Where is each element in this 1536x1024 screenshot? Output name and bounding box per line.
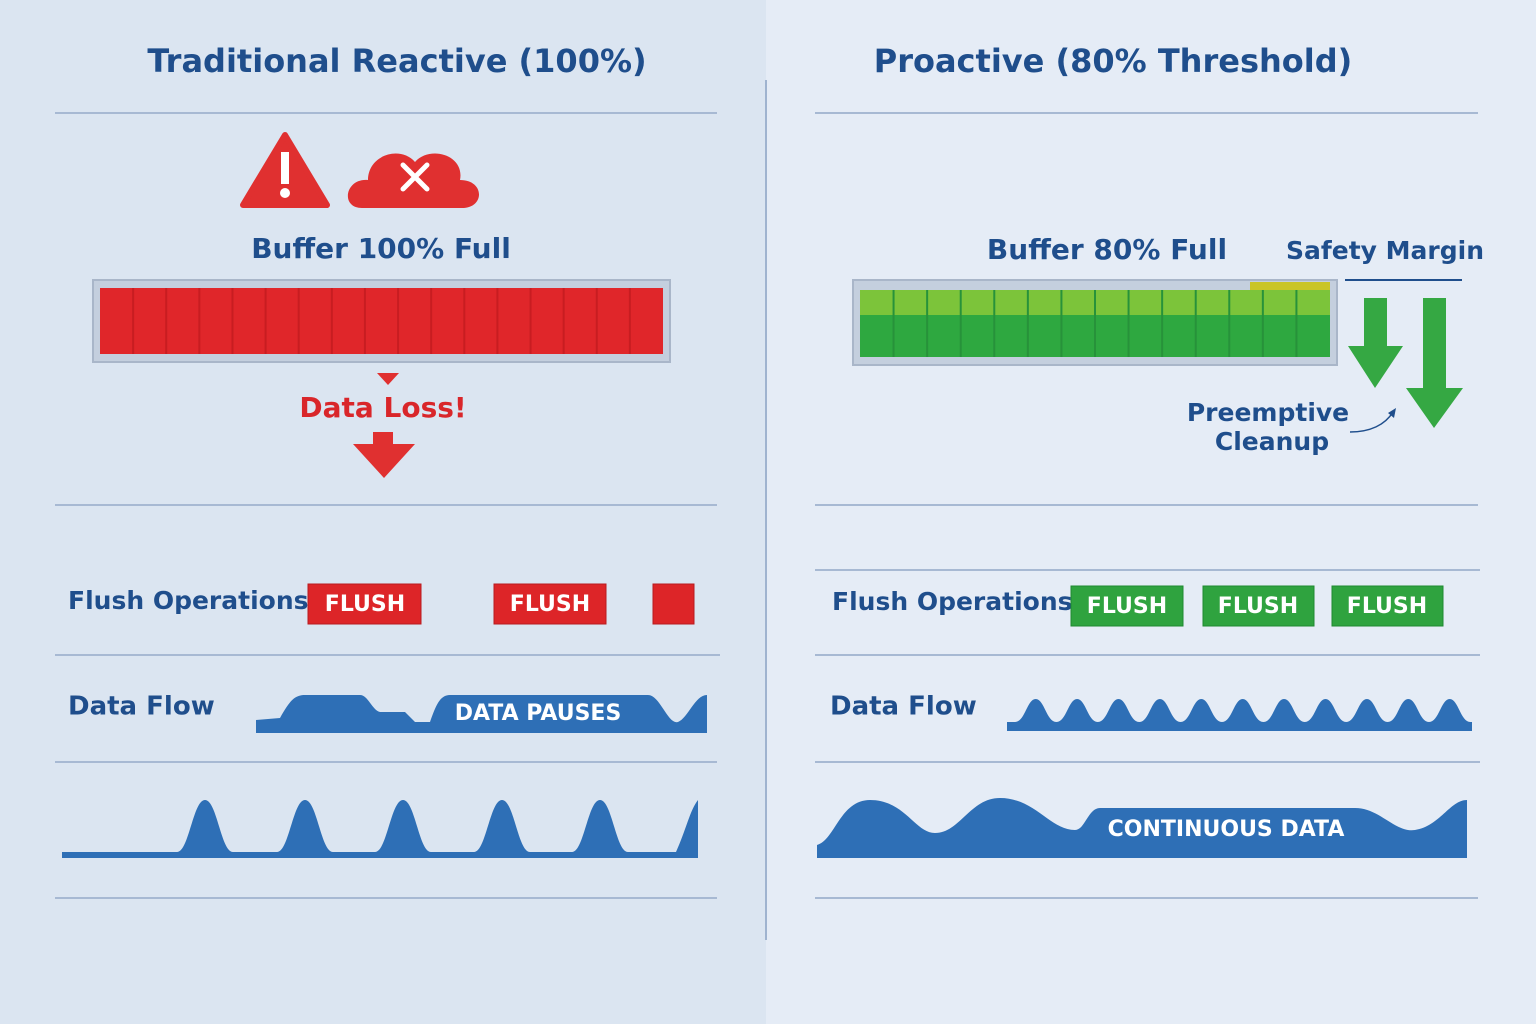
alert: Data Loss!	[299, 391, 466, 424]
down-arrow	[353, 432, 415, 478]
flush-block	[493, 583, 607, 625]
cleanup-arrow	[1406, 298, 1463, 428]
cleanup-arrow	[1348, 298, 1403, 388]
buffer-segments	[892, 290, 1298, 357]
buffer-segments	[132, 288, 631, 354]
flow-shape	[256, 695, 707, 733]
flush-block	[307, 583, 422, 625]
flow-label: Data Flow	[830, 692, 977, 722]
flush-block	[1202, 585, 1315, 627]
right-panel	[766, 0, 1536, 1024]
warning-dot	[280, 188, 290, 198]
small-arrow	[377, 373, 399, 385]
buffer-label: Buffer 80% Full	[987, 233, 1227, 266]
flow-note: CONTINUOUS DATA	[1108, 817, 1345, 842]
flush-text: FLUSH	[1087, 594, 1167, 619]
cleanup-label: Cleanup	[1215, 427, 1329, 456]
flow-wave	[1007, 699, 1472, 731]
flush-block	[652, 583, 695, 625]
margin-strip	[1250, 282, 1330, 290]
cleanup-label: Preemptive	[1187, 398, 1349, 427]
right-title: Proactive (80% Threshold)	[874, 42, 1353, 80]
left-title: Traditional Reactive (100%)	[147, 42, 646, 80]
warning-mark	[281, 152, 289, 184]
flush-label: Flush Operations	[832, 587, 1073, 616]
left-panel	[0, 0, 766, 1024]
curved-arrow-head	[1388, 408, 1396, 418]
flush-text: FLUSH	[1347, 594, 1427, 619]
continuous-shape	[817, 798, 1467, 858]
cloud-x	[400, 162, 430, 192]
margin-label: Safety Margin	[1286, 236, 1484, 265]
flush-text: FLUSH	[510, 592, 590, 617]
flush-block	[1070, 585, 1184, 627]
flow-note: DATA PAUSES	[455, 701, 622, 726]
flush-text: FLUSH	[1218, 594, 1298, 619]
flush-label: Flush Operations	[68, 586, 309, 615]
buffer-fill	[100, 288, 663, 354]
buffer-label: Buffer 100% Full	[251, 232, 511, 265]
flush-text: FLUSH	[325, 592, 405, 617]
flush-block	[1331, 585, 1444, 627]
pulse-wave	[62, 800, 698, 858]
flow-label: Data Flow	[68, 692, 215, 722]
